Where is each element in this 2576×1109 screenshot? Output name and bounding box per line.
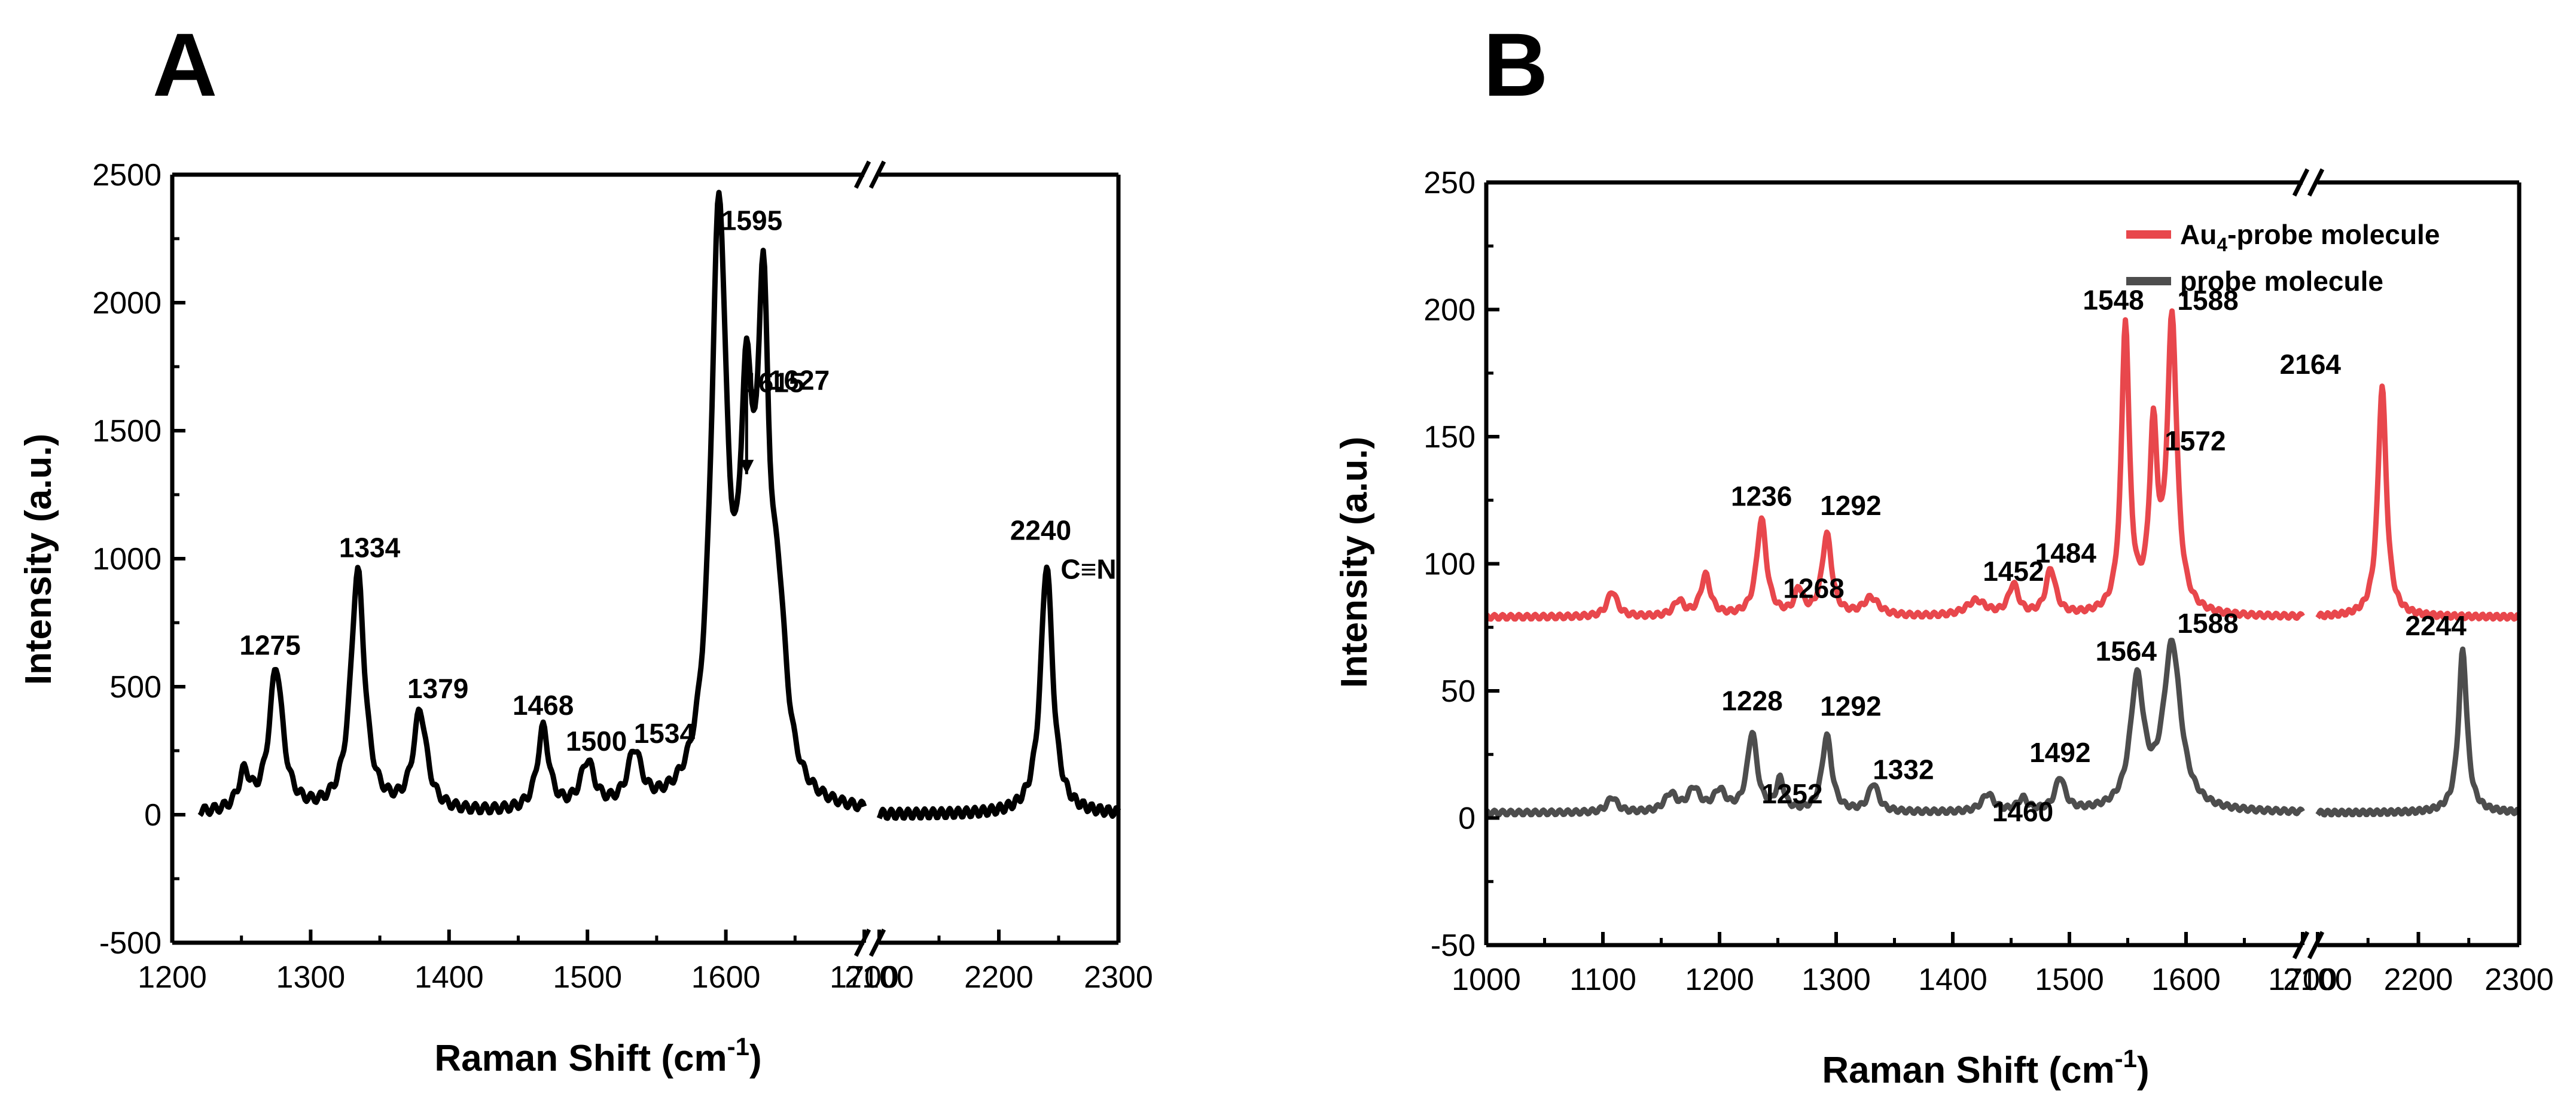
x-tick-label: 1700 xyxy=(2268,962,2337,997)
x-tick-label: 1500 xyxy=(2035,962,2104,997)
x-tick-label: 1400 xyxy=(414,960,484,995)
x-tick-label: 1300 xyxy=(276,960,346,995)
peak-label-2240: 2240 xyxy=(1010,515,1071,546)
peak-label-1275: 1275 xyxy=(239,629,300,660)
x-tick-label: 2100 xyxy=(845,960,914,995)
peak-arrow-head-1615 xyxy=(739,459,754,474)
y-tick-label: 200 xyxy=(1423,293,1476,328)
y-tick-label: 0 xyxy=(1458,802,1476,836)
peak-label-1588: 1588 xyxy=(2177,285,2238,316)
peak-label-1228: 1228 xyxy=(1721,685,1782,716)
panel-b-series xyxy=(1484,308,2522,818)
x-tick-label: 1500 xyxy=(553,960,622,995)
peak-label-1334: 1334 xyxy=(339,532,401,563)
x-tick-label: 1200 xyxy=(138,960,207,995)
x-tick-label: 1700 xyxy=(830,960,899,995)
x-tick-label: 2300 xyxy=(2484,962,2554,997)
series-line-1-segment-1 xyxy=(1484,308,2305,622)
y-tick-label: 2500 xyxy=(92,158,161,193)
panel-a-x-axis-title: Raman Shift (cm-1) xyxy=(434,1032,761,1079)
series-line-2-segment-1 xyxy=(1484,638,2305,818)
x-tick-label: 1300 xyxy=(1801,962,1871,997)
peak-label-1252: 1252 xyxy=(1761,778,1822,809)
y-tick-label: 1500 xyxy=(92,414,161,449)
peak-label-1595: 1595 xyxy=(721,205,782,236)
panel-b-x-axis-title: Raman Shift (cm-1) xyxy=(1822,1044,2149,1091)
peak-label-1572: 1572 xyxy=(2165,425,2226,456)
peak-label-1615: 1615 xyxy=(743,367,804,398)
x-tick-label: 2100 xyxy=(2283,962,2352,997)
peak-label-1627: 1627 xyxy=(769,365,830,396)
x-tick-label: 1000 xyxy=(1452,962,1521,997)
peak-label-1292: 1292 xyxy=(1820,490,1881,521)
panel-a-y-axis-title: Intensity (a.u.) xyxy=(18,434,59,685)
y-tick-label: -500 xyxy=(99,926,161,961)
peak-label-1468: 1468 xyxy=(513,690,574,721)
peak-label-1292: 1292 xyxy=(1820,691,1881,722)
peak-label-1484: 1484 xyxy=(2035,537,2097,568)
y-tick-label: 100 xyxy=(1423,547,1476,582)
peak-label-2244: 2244 xyxy=(2405,610,2467,641)
series-line-1-segment-2 xyxy=(2315,383,2522,622)
peak-label-1332: 1332 xyxy=(1873,754,1934,785)
axis-break-mark xyxy=(2307,168,2325,197)
y-tick-label: 2000 xyxy=(92,286,161,321)
axis-break-mark xyxy=(2292,168,2310,197)
peak-label-1460: 1460 xyxy=(1992,796,2053,827)
x-tick-label: 2200 xyxy=(2384,962,2453,997)
y-tick-label: 500 xyxy=(109,670,161,705)
y-tick-label: -50 xyxy=(1431,928,1476,963)
axis-break-mark xyxy=(853,160,871,189)
peak-label-1452: 1452 xyxy=(1983,556,2044,587)
y-tick-label: 0 xyxy=(144,798,161,833)
peak-label-2164: 2164 xyxy=(2280,349,2342,380)
peak-label-1564: 1564 xyxy=(2096,636,2157,667)
series-line-2-segment-2 xyxy=(2315,646,2522,818)
peak-label-C≡N: C≡N xyxy=(1060,554,1116,585)
peak-label-1548: 1548 xyxy=(2083,284,2144,315)
axis-break-mark xyxy=(868,160,886,189)
peak-label-1500: 1500 xyxy=(566,726,627,757)
panel-b-y-axis-title: Intensity (a.u.) xyxy=(1334,437,1375,688)
x-tick-label: 1400 xyxy=(1918,962,1987,997)
x-tick-label: 2200 xyxy=(964,960,1034,995)
series-line-1-segment-2 xyxy=(876,564,1121,821)
y-tick-label: 50 xyxy=(1441,674,1476,709)
y-tick-label: 250 xyxy=(1423,166,1476,200)
peak-label-1534: 1534 xyxy=(634,718,696,749)
x-tick-label: 1600 xyxy=(691,960,761,995)
peak-label-1268: 1268 xyxy=(1783,572,1844,604)
series-line-1-segment-1 xyxy=(197,190,867,817)
x-tick-label: 1100 xyxy=(1569,962,1636,997)
y-tick-label: 150 xyxy=(1423,420,1476,455)
y-tick-label: 1000 xyxy=(92,542,161,577)
panel-b-letter: B xyxy=(1483,14,1548,115)
legend-label-au4-probe: Au4-probe molecule xyxy=(2180,219,2440,255)
x-tick-label: 1200 xyxy=(1685,962,1754,997)
legend-label-probe: probe molecule xyxy=(2180,266,2383,297)
peak-label-1379: 1379 xyxy=(407,673,468,704)
x-tick-label: 1600 xyxy=(2151,962,2221,997)
x-tick-label: 2300 xyxy=(1084,960,1153,995)
panel-a-letter: A xyxy=(153,14,217,115)
panel-a-series xyxy=(197,190,1121,821)
panel-b-legend: Au4-probe molecule probe molecule xyxy=(2126,219,2440,297)
peak-label-1588: 1588 xyxy=(2177,608,2238,639)
peak-label-1492: 1492 xyxy=(2029,737,2090,768)
peak-label-1236: 1236 xyxy=(1731,480,1792,511)
